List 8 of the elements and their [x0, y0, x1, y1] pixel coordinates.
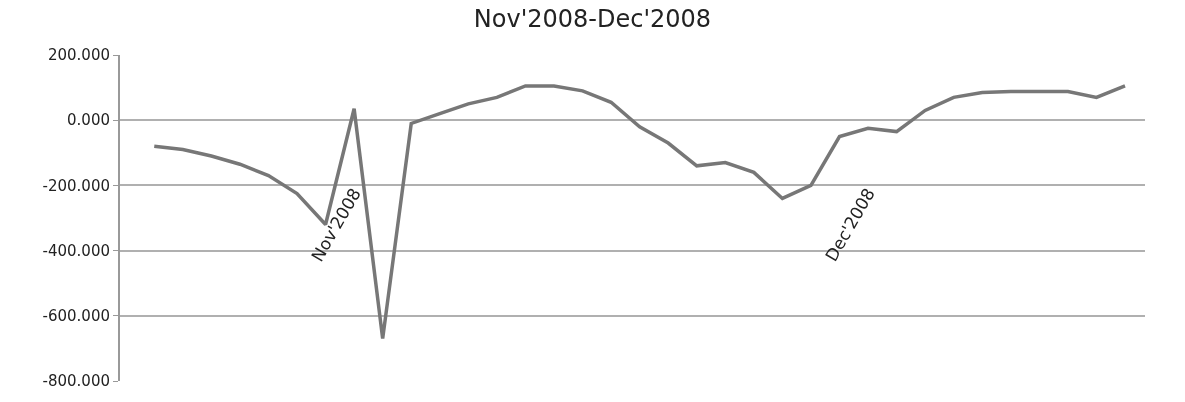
y-tick-label: -800.000 — [42, 372, 110, 391]
line-series — [152, 84, 1127, 341]
y-tick-label: 0.000 — [67, 111, 110, 130]
chart-title: Nov'2008-Dec'2008 — [473, 4, 712, 33]
y-tick-label: -200.000 — [42, 176, 110, 195]
y-tick-label: 200.000 — [47, 46, 110, 65]
y-tick-label: -400.000 — [42, 241, 110, 260]
y-tick-label: -600.000 — [42, 307, 110, 326]
